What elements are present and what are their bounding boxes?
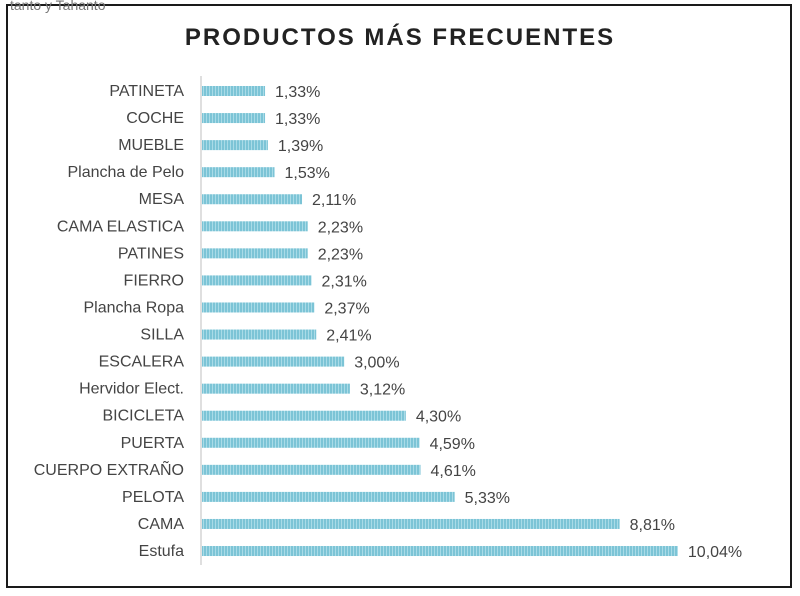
category-label: PELOTA (122, 489, 184, 506)
category-label: PUERTA (121, 435, 185, 452)
bar (202, 491, 455, 502)
bar (202, 275, 312, 286)
category-label: BICICLETA (103, 408, 185, 425)
data-label: 3,12% (360, 382, 405, 399)
data-label: 2,31% (321, 273, 366, 290)
bar (202, 167, 275, 178)
data-label: 2,23% (318, 246, 363, 263)
cropped-header-text: tanto y Tahanto (10, 0, 106, 13)
bar (202, 194, 303, 205)
chart-title: PRODUCTOS MÁS FRECUENTES (184, 24, 616, 51)
data-label: 2,37% (324, 300, 369, 317)
category-label: PATINES (118, 245, 184, 262)
bar (202, 221, 308, 232)
category-label: COCHE (126, 110, 184, 127)
category-label: Hervidor Elect. (79, 381, 184, 398)
bar (202, 356, 345, 367)
category-label: CAMA ELASTICA (57, 218, 184, 235)
bar (202, 113, 266, 124)
data-label: 4,30% (416, 409, 461, 426)
bar (202, 546, 678, 557)
bar (202, 383, 350, 394)
data-label: 5,33% (465, 490, 510, 507)
bar (202, 248, 308, 259)
data-label: 1,33% (275, 84, 320, 101)
bar (202, 410, 406, 421)
data-label: 3,00% (354, 355, 399, 372)
category-label: PATINETA (109, 83, 184, 100)
bar (202, 464, 421, 475)
bar (202, 302, 315, 313)
data-label: 1,33% (275, 111, 320, 128)
bar (202, 86, 266, 96)
data-label: 1,53% (285, 165, 330, 182)
chart-frame: tanto y Tahanto (6, 0, 792, 588)
data-label: 2,41% (326, 328, 371, 345)
category-label: CUERPO EXTRAÑO (34, 459, 184, 479)
data-label: 2,23% (318, 219, 363, 236)
category-label: CAMA (138, 516, 185, 533)
bar (202, 329, 317, 340)
data-label: 1,39% (278, 138, 323, 155)
data-label: 4,61% (431, 463, 476, 480)
category-label: Plancha Ropa (83, 299, 184, 316)
category-label: FIERRO (124, 272, 184, 289)
category-label: MUEBLE (118, 137, 184, 154)
bar (202, 140, 268, 151)
bar (202, 518, 620, 529)
bar (202, 437, 420, 448)
data-label: 8,81% (630, 517, 675, 534)
category-label: SILLA (140, 327, 184, 344)
category-label: Plancha de Pelo (67, 164, 184, 181)
category-label: MESA (139, 191, 185, 208)
category-label: ESCALERA (99, 354, 185, 371)
data-label: 2,11% (312, 192, 356, 209)
data-label: 10,04% (688, 544, 742, 561)
category-label: Estufa (139, 543, 184, 560)
data-label: 4,59% (430, 436, 475, 453)
